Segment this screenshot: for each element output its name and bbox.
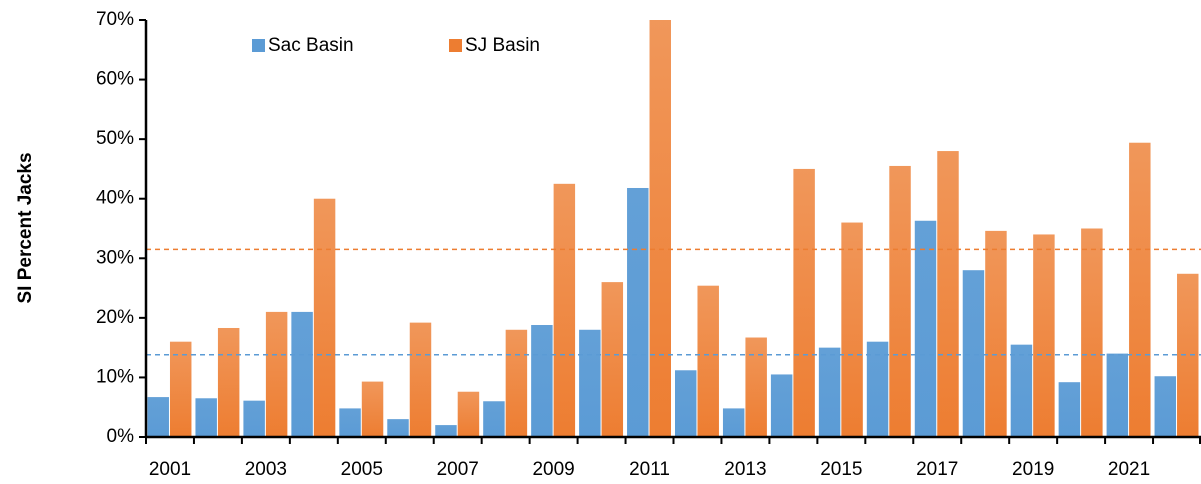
y-tick-label: 20% [96, 307, 134, 328]
bar [169, 341, 192, 437]
x-tick-label: 2017 [916, 459, 958, 480]
x-tick-label: 2007 [437, 459, 479, 480]
bar [962, 270, 985, 437]
bar [531, 325, 553, 437]
bar [361, 381, 384, 437]
bar [793, 168, 815, 437]
bar [914, 220, 937, 437]
x-tick-label: 2005 [341, 459, 383, 480]
bar [505, 329, 528, 437]
bar [435, 425, 457, 437]
bar [889, 165, 911, 437]
bar [265, 311, 288, 437]
bar [243, 400, 265, 437]
bar [770, 374, 793, 437]
bar [579, 329, 601, 437]
x-tick-label: 2009 [532, 459, 574, 480]
bar [985, 230, 1007, 437]
bar [675, 370, 697, 437]
bar [1177, 273, 1199, 437]
bar [1033, 234, 1055, 437]
bar [1058, 382, 1081, 437]
bar [195, 398, 217, 437]
y-tick-label: 40% [96, 188, 134, 209]
y-tick-label: 30% [96, 247, 134, 268]
y-axis-title: SI Percent Jacks [15, 152, 36, 303]
bar [1154, 376, 1177, 437]
bar [387, 419, 409, 437]
bar [1129, 142, 1151, 437]
bar [649, 20, 671, 437]
x-tick-label: 2011 [629, 459, 670, 480]
bar [339, 408, 361, 437]
bar [483, 401, 505, 437]
bar [409, 322, 432, 437]
bar [818, 347, 841, 437]
bar [553, 183, 576, 437]
y-tick-label: 0% [107, 426, 135, 447]
bar [722, 408, 745, 437]
bar [601, 282, 624, 437]
bar [147, 397, 169, 437]
bar [1010, 344, 1033, 437]
legend-swatch [252, 39, 265, 52]
bar [937, 151, 959, 438]
x-tick-label: 2003 [245, 459, 287, 480]
bar [866, 341, 889, 437]
bar [745, 337, 767, 437]
bar [841, 222, 863, 437]
x-tick-label: 2015 [820, 459, 862, 480]
legend-label: SJ Basin [465, 35, 540, 56]
x-tick-label: 2021 [1108, 459, 1150, 480]
y-tick-label: 60% [96, 69, 134, 90]
bar [313, 198, 336, 437]
y-tick-label: 10% [96, 366, 134, 387]
x-tick-label: 2001 [149, 459, 191, 480]
y-tick-label: 50% [96, 128, 134, 149]
bar [697, 285, 719, 437]
x-tick-label: 2019 [1012, 459, 1054, 480]
legend-swatch [449, 39, 462, 52]
bar [627, 187, 649, 437]
bar [217, 327, 240, 437]
bar [1081, 228, 1103, 437]
bar [1106, 353, 1129, 437]
x-tick-label: 2013 [724, 459, 766, 480]
bar [291, 311, 313, 437]
legend-label: Sac Basin [268, 35, 354, 56]
bar [457, 391, 480, 437]
y-tick-label: 70% [96, 9, 134, 30]
